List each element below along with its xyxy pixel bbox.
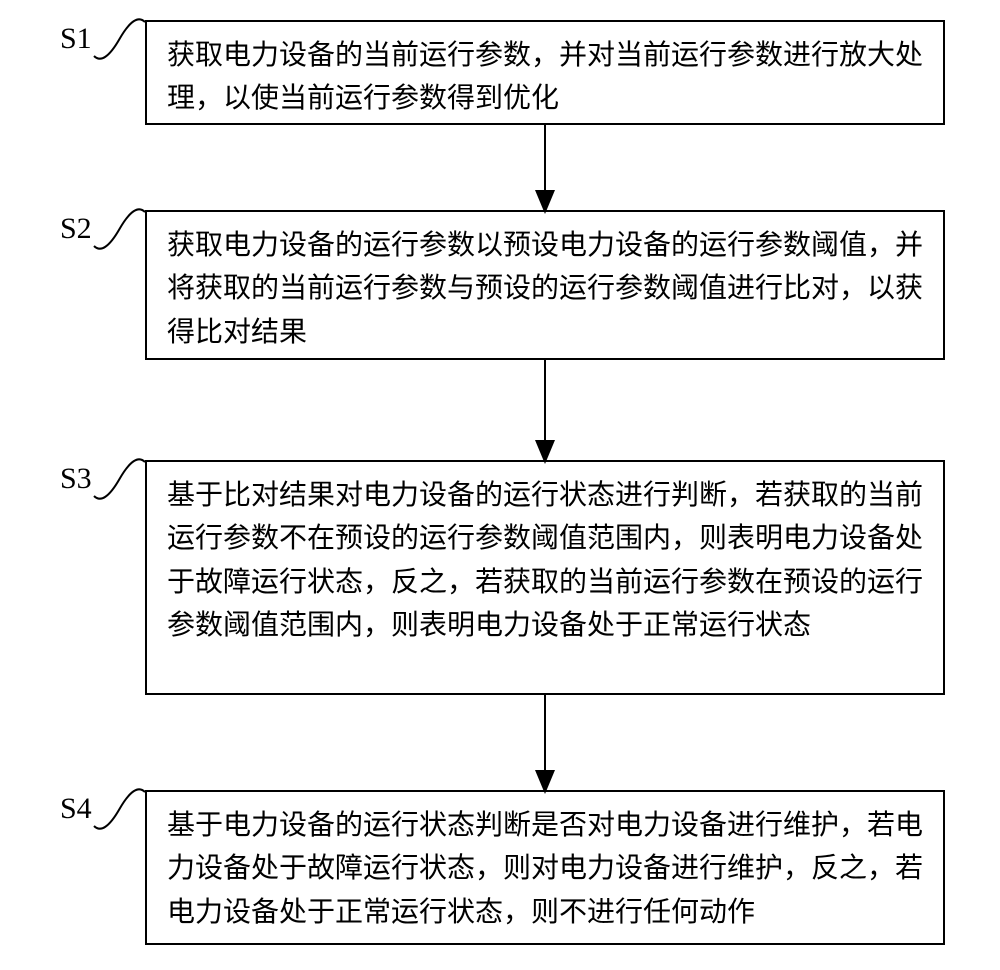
label-connector-curve bbox=[94, 19, 145, 58]
step-label-s4: S4 bbox=[60, 792, 92, 826]
step-text: 基于电力设备的运行状态判断是否对电力设备进行维护，若电力设备处于故障运行状态，则… bbox=[167, 810, 923, 928]
step-box-s3: 基于比对结果对电力设备的运行状态进行判断，若获取的当前运行参数不在预设的运行参数… bbox=[145, 460, 945, 695]
step-box-s4: 基于电力设备的运行状态判断是否对电力设备进行维护，若电力设备处于故障运行状态，则… bbox=[145, 790, 945, 945]
step-label-s2: S2 bbox=[60, 212, 92, 246]
step-box-s2: 获取电力设备的运行参数以预设电力设备的运行参数阈值，并将获取的当前运行参数与预设… bbox=[145, 210, 945, 360]
step-text: 获取电力设备的当前运行参数，并对当前运行参数进行放大处理，以使当前运行参数得到优… bbox=[167, 40, 923, 114]
step-label-s3: S3 bbox=[60, 462, 92, 496]
label-connector-curve bbox=[94, 789, 145, 828]
step-label-s1: S1 bbox=[60, 22, 92, 56]
step-box-s1: 获取电力设备的当前运行参数，并对当前运行参数进行放大处理，以使当前运行参数得到优… bbox=[145, 20, 945, 125]
label-connector-curve bbox=[94, 459, 145, 498]
flowchart-container: S1 获取电力设备的当前运行参数，并对当前运行参数进行放大处理，以使当前运行参数得… bbox=[0, 0, 1000, 970]
label-connector-curve bbox=[94, 209, 145, 248]
step-text: 获取电力设备的运行参数以预设电力设备的运行参数阈值，并将获取的当前运行参数与预设… bbox=[167, 230, 923, 348]
step-text: 基于比对结果对电力设备的运行状态进行判断，若获取的当前运行参数不在预设的运行参数… bbox=[167, 480, 923, 641]
